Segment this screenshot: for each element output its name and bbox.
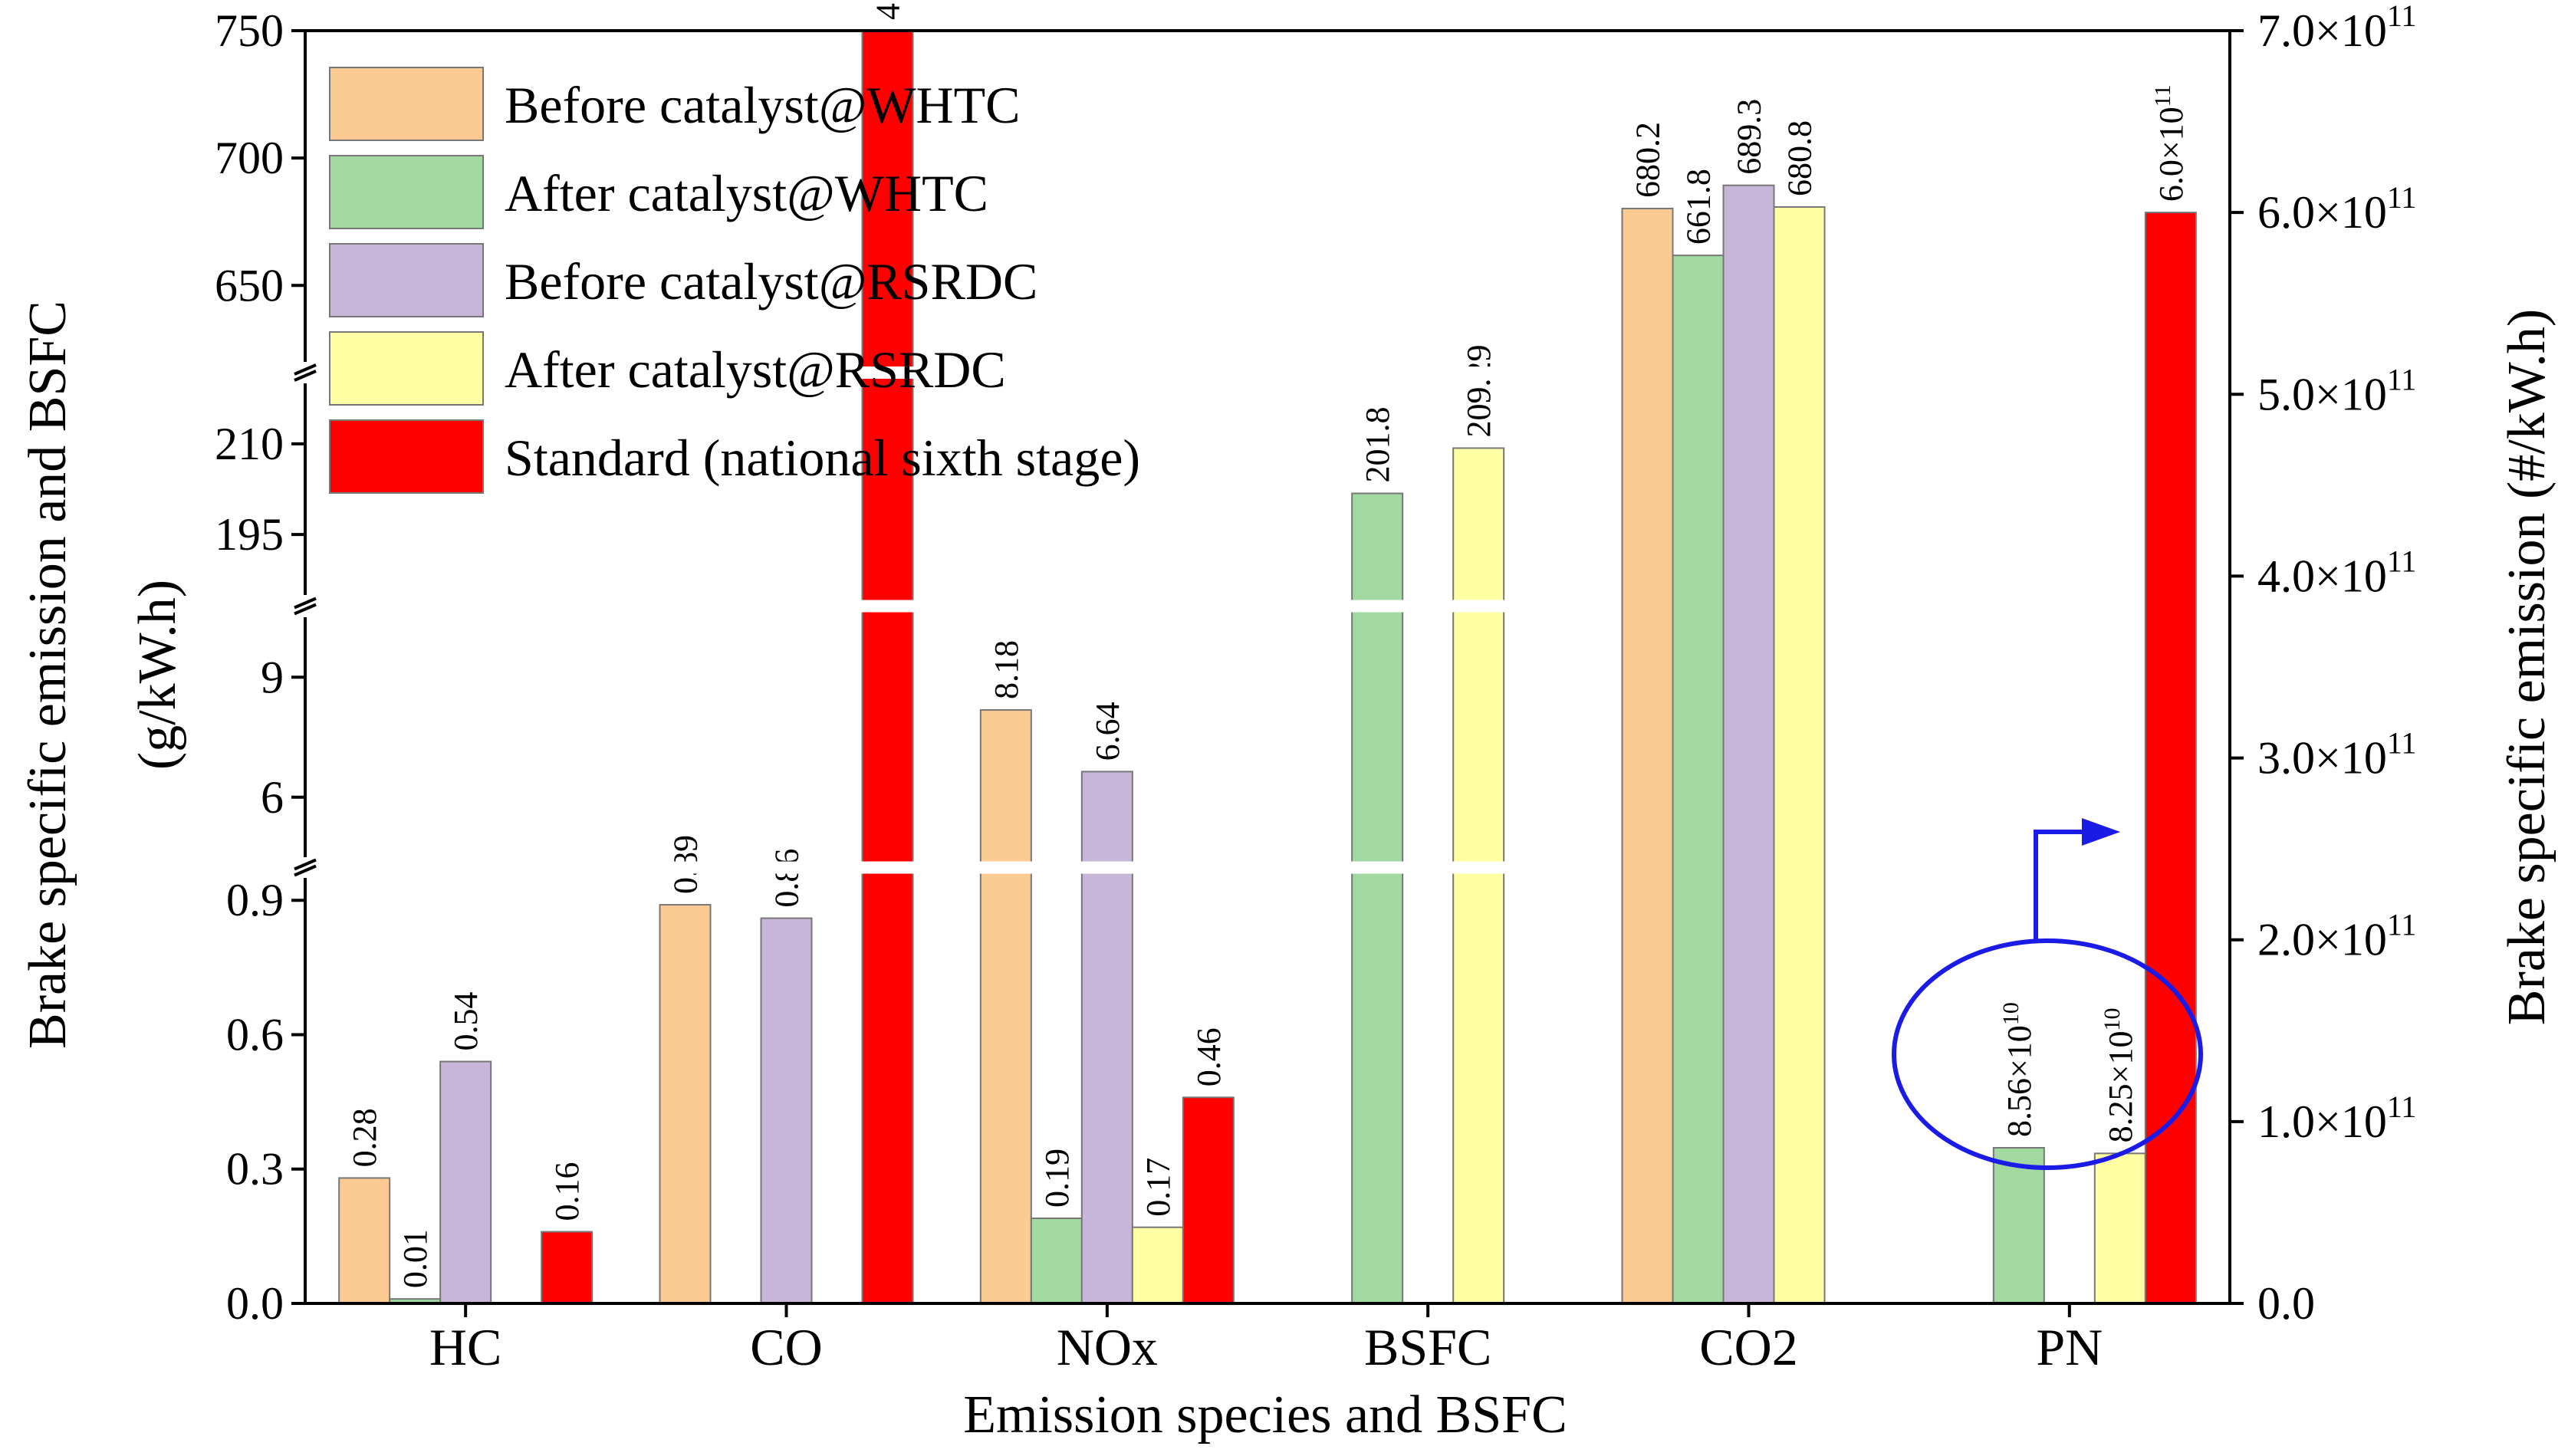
axis-break-mark: [294, 603, 317, 616]
right-tick-label: 4.0×1011: [2257, 544, 2416, 601]
axis-break-mark: [294, 363, 317, 376]
category-label-hc: HC: [429, 1318, 501, 1376]
annotation-ellipse: [1892, 938, 2203, 1170]
break-gap: [307, 861, 1603, 874]
bar-co-s4: [861, 30, 914, 1304]
data-labels-group: 0.280.898.18680.20.010.19201.8661.88.56×…: [346, 3, 2190, 1288]
data-label-co-s2: 0.86: [768, 849, 806, 908]
legend-swatch: [329, 243, 484, 317]
legend-swatch: [329, 155, 484, 229]
data-label-co2-s1: 661.8: [1680, 169, 1718, 245]
x-axis-title: Emission species and BSFC: [963, 1385, 1567, 1444]
legend-label: Standard (national sixth stage): [505, 429, 1140, 487]
category-label-nox: NOx: [1057, 1318, 1158, 1376]
left-tick-label: 0.9: [226, 875, 284, 925]
left-tick-label: 700: [215, 133, 284, 183]
axes-group: 0.0 0.3 0.6 0.9 6 9 195 210 650 700 750 0.0 1.0×1011…: [215, 0, 2416, 1376]
break-gap: [307, 366, 1603, 379]
bar-nox-s3: [1131, 1226, 1184, 1304]
right-tick-label: 1.0×1011: [2257, 1090, 2416, 1147]
bar-bsfc-s3: [1452, 447, 1505, 1304]
bar-pn-s1: [1992, 1147, 2045, 1305]
left-tick-label: 9: [261, 652, 284, 702]
right-tick-label: 5.0×1011: [2257, 362, 2416, 419]
legend-label: Before catalyst@WHTC: [505, 76, 1021, 134]
bar-hc-s0: [338, 1177, 391, 1304]
annotation-arrow-head: [2082, 818, 2120, 846]
bar-pn-s3: [2093, 1152, 2146, 1305]
bar-nox-s0: [979, 709, 1032, 1304]
legend: Before catalyst@WHTC After catalyst@WHTC B…: [329, 67, 1140, 494]
legend-label: Before catalyst@RSRDC: [505, 252, 1037, 311]
data-label-nox-s3: 0.17: [1139, 1158, 1177, 1217]
data-label-pn-s4: 6.0×1011: [2150, 84, 2190, 202]
axis-break-mark: [294, 370, 317, 382]
bar-nox-s1: [1030, 1218, 1083, 1304]
data-label-nox-s1: 0.19: [1038, 1149, 1076, 1208]
bar-pn-s4: [2144, 212, 2197, 1305]
left-tick-label: 6: [261, 772, 284, 823]
left-tick-label: 750: [215, 5, 284, 56]
left-tick-label: 0.6: [226, 1009, 284, 1060]
left-tick-label: 0.3: [226, 1144, 284, 1195]
y-axis-unit-left: (g/kW.h): [128, 580, 187, 770]
right-tick-label: 6.0×1011: [2257, 180, 2416, 238]
data-label-pn-s1: 8.56×1010: [1998, 1002, 2038, 1137]
data-label-hc-s1: 0.01: [396, 1229, 434, 1288]
data-label-hc-s4: 0.16: [548, 1162, 586, 1221]
bar-co2-s3: [1773, 205, 1826, 1304]
legend-swatch: [329, 331, 484, 406]
bar-co-s2: [760, 917, 813, 1305]
category-label-co: CO: [750, 1318, 822, 1376]
data-label-bsfc-s1: 201.8: [1359, 407, 1396, 483]
data-label-nox-s2: 6.64: [1089, 702, 1126, 761]
legend-swatch: [329, 67, 484, 141]
data-label-nox-s0: 8.18: [988, 640, 1025, 699]
data-label-hc-s2: 0.54: [447, 992, 485, 1051]
bar-hc-s4: [541, 1231, 594, 1305]
data-label-co-s4: 4: [870, 3, 907, 20]
bar-co2-s1: [1672, 255, 1725, 1305]
break-gap: [307, 600, 1603, 613]
left-tick-label: 650: [215, 260, 284, 311]
bar-bsfc-s1: [1351, 492, 1404, 1304]
data-label-pn-s3: 8.25×1010: [2099, 1008, 2139, 1143]
data-label-co2-s3: 680.8: [1781, 120, 1819, 196]
y-axis-title-right: Brake specific emission (#/kW.h): [2497, 309, 2556, 1025]
bar-co-s0: [659, 904, 712, 1304]
legend-label: After catalyst@WHTC: [505, 164, 988, 222]
left-tick-label: 195: [215, 509, 284, 560]
legend-swatch: [329, 419, 484, 494]
axis-break-mark: [294, 864, 317, 877]
right-tick-label: 0.0: [2257, 1278, 2315, 1329]
right-tick-label: 7.0×1011: [2257, 0, 2416, 56]
bars-group: [338, 30, 2197, 1305]
data-label-co2-s2: 689.3: [1731, 99, 1768, 175]
axis-break-gaps: [307, 366, 1603, 874]
axis-break-mark: [294, 858, 317, 871]
category-label-pn: PN: [2036, 1318, 2103, 1376]
bar-co2-s2: [1722, 184, 1775, 1304]
bar-co2-s0: [1621, 207, 1674, 1304]
data-label-nox-s4: 0.46: [1190, 1027, 1228, 1086]
y-axis-title-left: Brake specific emission and BSFC: [18, 301, 77, 1049]
data-label-co2-s0: 680.2: [1629, 122, 1667, 198]
data-label-hc-s0: 0.28: [346, 1108, 383, 1167]
pn-annotation: [1892, 818, 2203, 1170]
annotation-arrow-line: [2034, 830, 2090, 941]
data-label-bsfc-s3: 209.29: [1460, 344, 1498, 437]
left-tick-label: 0.0: [226, 1278, 284, 1329]
bar-nox-s4: [1182, 1096, 1235, 1305]
legend-label: After catalyst@RSRDC: [505, 340, 1006, 399]
right-tick-label: 2.0×1011: [2257, 908, 2416, 965]
right-tick-label: 3.0×1011: [2257, 726, 2416, 784]
bar-nox-s2: [1080, 771, 1133, 1304]
bar-hc-s2: [439, 1060, 492, 1305]
axis-break-mark: [294, 597, 317, 610]
category-label-co2: CO2: [1699, 1318, 1797, 1376]
left-tick-label: 210: [215, 419, 284, 469]
category-label-bsfc: BSFC: [1364, 1318, 1491, 1376]
